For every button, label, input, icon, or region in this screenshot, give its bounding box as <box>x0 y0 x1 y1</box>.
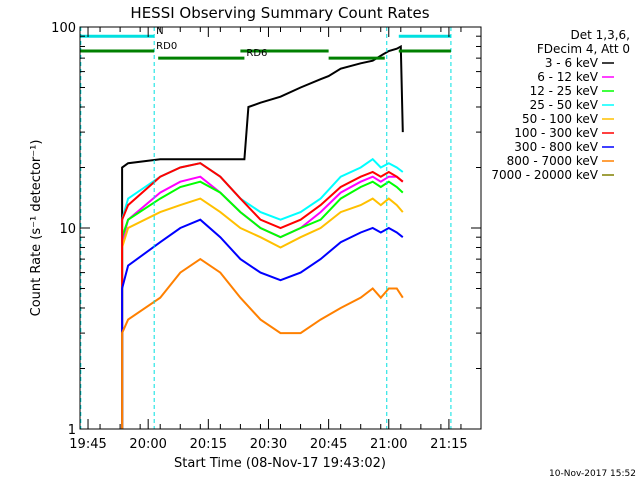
y-tick-label: 100 <box>51 21 76 36</box>
legend-label: 12 - 25 keV <box>530 84 599 98</box>
series-line-3-6-keV <box>121 44 404 429</box>
legend-label: 100 - 300 keV <box>514 126 598 140</box>
legend-label: 300 - 800 keV <box>514 140 598 154</box>
legend-label: 50 - 100 keV <box>522 112 599 126</box>
series-line-100-300-keV <box>121 162 404 429</box>
series-line-12-25-keV <box>121 180 404 429</box>
legend-label: 800 - 7000 keV <box>507 154 599 168</box>
series-line-300-800-keV <box>121 218 404 429</box>
x-tick-label: 20:45 <box>310 437 347 452</box>
legend-label: 7000 - 20000 keV <box>491 168 598 182</box>
flag-label-RD6: RD6 <box>246 48 267 59</box>
y-tick-label: 10 <box>59 222 76 237</box>
legend-label: 25 - 50 keV <box>530 98 599 112</box>
x-tick-label: 21:15 <box>430 437 467 452</box>
legend-header-line-1: Det 1,3,6, <box>571 28 631 42</box>
x-axis-label: Start Time (08-Nov-17 19:43:02) <box>174 456 386 471</box>
series-line-800-7000-keV <box>121 257 404 429</box>
x-tick-label: 19:45 <box>69 437 106 452</box>
y-tick-label: 1 <box>68 423 76 438</box>
x-tick-label: 20:00 <box>129 437 166 452</box>
x-tick-label: 20:30 <box>250 437 287 452</box>
chart-title: HESSI Observing Summary Count Rates <box>130 4 429 22</box>
legend-label: 3 - 6 keV <box>545 56 599 70</box>
footer-timestamp: 10-Nov-2017 15:52 <box>549 469 636 479</box>
flag-label-RD0: RD0 <box>156 41 177 52</box>
legend-header-line-2: FDecim 4, Att 0 <box>537 42 630 56</box>
legend-label: 6 - 12 keV <box>537 70 599 84</box>
x-tick-label: 21:00 <box>370 437 407 452</box>
y-axis-label: Count Rate (s⁻¹ detector⁻¹) <box>29 140 44 317</box>
series-line-50-100-keV <box>121 197 404 429</box>
x-tick-label: 20:15 <box>190 437 227 452</box>
